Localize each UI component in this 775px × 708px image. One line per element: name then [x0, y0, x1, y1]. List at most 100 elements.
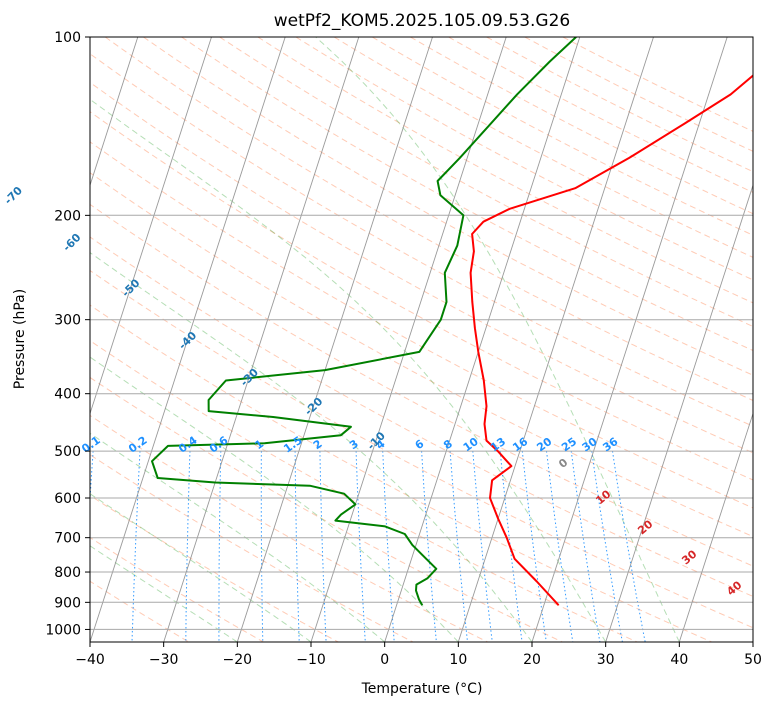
dry-adiabat-line	[90, 580, 190, 642]
isotherm-label: -40	[176, 329, 199, 352]
y-tick-label: 700	[54, 531, 81, 547]
theta-label: 10	[593, 487, 613, 507]
mixing-ratio-label: 0.1	[79, 434, 102, 456]
isotherm-line	[384, 37, 581, 642]
plot-frame	[89, 36, 754, 643]
moist-adiabat-line	[315, 37, 680, 642]
isotherm-line	[90, 37, 286, 642]
x-tick-label: −30	[149, 652, 179, 668]
dry-adiabat-line	[181, 37, 753, 352]
mixing-ratio-line	[421, 451, 437, 642]
mixing-ratio-line	[449, 451, 468, 642]
theta-label: 40	[724, 578, 744, 598]
x-axis-title: Temperature (°C)	[361, 681, 483, 697]
isotherm-line	[90, 37, 212, 416]
theta-label: 20	[635, 517, 655, 537]
dry-adiabat-line	[562, 37, 753, 132]
x-tick-label: −40	[75, 652, 105, 668]
theta-label: 0	[556, 456, 570, 471]
isotherm-line	[90, 37, 139, 187]
dry-adiabat-line	[219, 37, 753, 328]
mixing-ratio-line	[218, 451, 222, 642]
mixing-ratio-label: 3	[347, 437, 361, 452]
dry-adiabat-line	[90, 53, 753, 427]
mixing-ratio-line	[570, 451, 601, 642]
isotherm-line	[0, 37, 64, 642]
dry-adiabat-line	[90, 111, 753, 481]
isotherm-line	[163, 37, 360, 642]
y-axis-title: Pressure (hPa)	[12, 289, 28, 389]
moist-adiabat-line	[90, 252, 533, 642]
y-tick-label: 1000	[45, 622, 81, 638]
theta-label: 30	[679, 547, 699, 567]
dry-adiabat-line	[524, 37, 753, 152]
x-tick-label: 20	[523, 652, 541, 668]
dry-adiabat-line	[90, 454, 414, 642]
isotherm-line	[605, 183, 753, 642]
mixing-ratio-line	[591, 451, 623, 642]
dry-adiabat-line	[90, 172, 753, 538]
y-tick-label: 100	[54, 30, 81, 46]
mixing-ratio-label: 2	[311, 437, 325, 452]
dry-adiabat-line	[90, 81, 753, 454]
isotherm-label: -50	[119, 276, 142, 299]
axis-layer: −40 −30 −20 −10 0 10 20 30 40 5010020030040050060…	[45, 30, 762, 668]
x-tick-label: −10	[296, 652, 326, 668]
mixing-ratio-label: 8	[441, 437, 455, 452]
mixing-ratio-line	[521, 451, 547, 642]
mixing-ratio-label: 0.4	[176, 434, 200, 456]
dry-adiabat-line	[90, 536, 264, 642]
dry-adiabat-line	[371, 37, 753, 236]
dry-adiabat-line	[257, 37, 753, 304]
dry-adiabat-line	[90, 236, 753, 597]
isotherm-label: -70	[2, 184, 25, 207]
mixing-ratio-label: 0.6	[207, 434, 231, 456]
isotherm-label: -60	[60, 231, 83, 254]
isotherm-line	[457, 37, 654, 642]
dry-adiabat-line	[333, 37, 753, 258]
y-tick-label: 500	[54, 444, 81, 460]
isotherm-line	[310, 37, 507, 642]
mixing-ratio-line	[294, 451, 300, 642]
isotherm-line	[236, 37, 433, 642]
y-tick-label: 800	[54, 565, 81, 581]
dry-adiabat-line	[410, 37, 753, 215]
dry-adiabat-line	[448, 37, 753, 193]
y-tick-label: 400	[54, 387, 81, 403]
y-tick-label: 900	[54, 595, 81, 611]
grid-layer	[0, 37, 753, 642]
dewpoint-line	[151, 37, 577, 606]
mixing-ratio-line	[131, 451, 141, 642]
dry-adiabat-line	[104, 37, 753, 401]
y-tick-label: 200	[54, 208, 81, 224]
x-tick-label: 10	[449, 652, 467, 668]
isotherm-line	[752, 640, 753, 642]
moist-adiabat-line	[90, 98, 607, 642]
x-tick-label: 40	[670, 652, 688, 668]
moist-adiabat-line	[90, 545, 238, 642]
dry-adiabat-line	[90, 414, 488, 642]
dry-adiabat-line	[90, 203, 753, 567]
y-tick-label: 300	[54, 313, 81, 329]
chart-title: wetPf2_KOM5.2025.105.09.53.G26	[274, 11, 570, 31]
moist-adiabat-line	[90, 432, 386, 642]
dry-adiabat-line	[143, 37, 753, 376]
mixing-ratio-line	[319, 451, 327, 642]
series-layer	[151, 37, 753, 606]
mixing-ratio-line	[546, 451, 574, 642]
isotherm-label: -30	[238, 366, 261, 389]
x-tick-label: 50	[744, 652, 762, 668]
moist-adiabat-line	[90, 356, 459, 642]
dry-adiabat-line	[90, 304, 712, 642]
mixing-ratio-line	[499, 451, 523, 642]
dry-adiabat-line	[90, 340, 638, 642]
dry-adiabat-line	[486, 37, 753, 173]
isotherm-line	[678, 412, 753, 642]
x-tick-label: 30	[597, 652, 615, 668]
y-tick-label: 600	[54, 491, 81, 507]
dry-adiabat-line	[90, 494, 339, 642]
x-tick-label: 0	[380, 652, 389, 668]
mixing-ratio-line	[382, 451, 395, 642]
temperature-line	[469, 74, 753, 606]
